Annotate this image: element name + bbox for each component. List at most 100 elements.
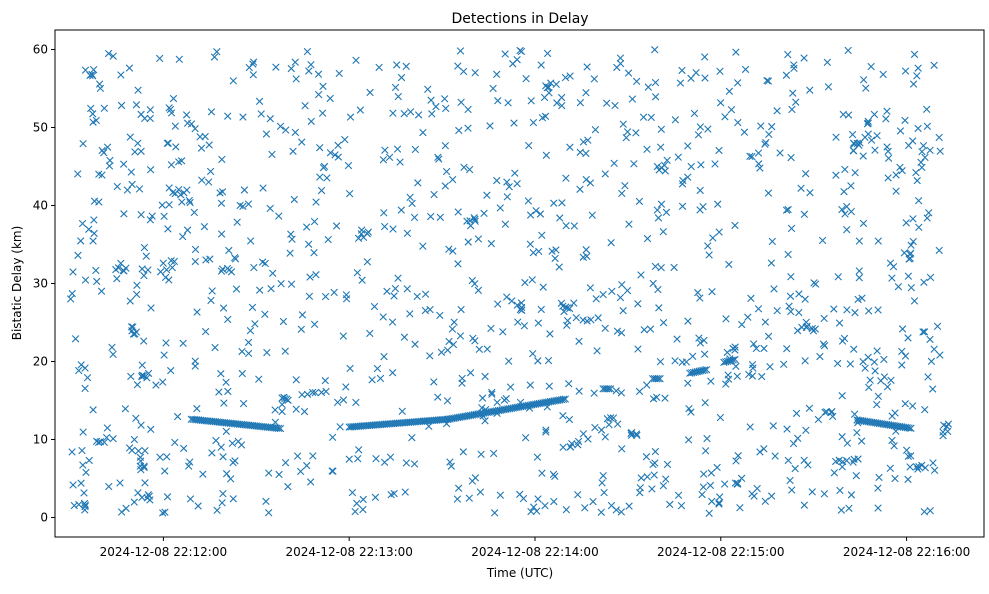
data-point — [749, 364, 757, 372]
data-point — [912, 168, 920, 177]
data-point — [565, 415, 574, 424]
data-point — [855, 274, 863, 282]
data-point — [800, 54, 808, 62]
data-point — [168, 263, 176, 272]
data-point — [488, 390, 496, 398]
data-point — [913, 176, 921, 185]
data-point — [749, 340, 758, 348]
data-point — [621, 181, 629, 190]
data-point — [579, 138, 588, 146]
data-point — [698, 490, 706, 499]
data-point — [904, 272, 913, 280]
data-point — [795, 308, 803, 317]
data-point — [113, 182, 121, 191]
data-point — [782, 71, 791, 79]
data-point — [372, 455, 380, 463]
data-point — [562, 174, 570, 182]
x-tick-label: 2024-12-08 22:14:00 — [471, 545, 598, 559]
data-point — [792, 409, 801, 418]
data-point — [756, 164, 764, 172]
data-point — [930, 61, 938, 69]
data-point — [133, 281, 141, 289]
data-point — [487, 324, 495, 333]
data-point — [127, 168, 135, 176]
data-point — [453, 495, 462, 503]
data-point — [249, 58, 258, 66]
data-point — [132, 290, 141, 299]
data-point — [898, 166, 906, 175]
data-point — [748, 372, 757, 380]
data-point — [857, 437, 866, 445]
data-point — [388, 318, 397, 326]
data-point — [558, 199, 566, 207]
data-point — [82, 468, 90, 477]
data-point — [81, 364, 89, 372]
data-point — [217, 230, 226, 238]
data-point — [690, 109, 699, 118]
data-point — [820, 490, 829, 498]
data-point — [505, 183, 513, 191]
data-point — [659, 482, 668, 490]
data-point — [919, 141, 928, 150]
data-point — [572, 314, 580, 322]
data-point — [144, 266, 152, 274]
data-point — [674, 491, 683, 499]
data-point — [426, 305, 434, 314]
data-point — [884, 147, 892, 155]
data-point — [684, 173, 692, 181]
data-point — [87, 104, 95, 113]
data-point — [447, 462, 455, 470]
data-point — [137, 466, 145, 474]
data-point — [459, 448, 467, 456]
data-point — [244, 200, 253, 208]
data-point — [387, 490, 395, 499]
data-point — [635, 197, 644, 206]
data-point — [891, 474, 899, 483]
data-point — [318, 109, 327, 117]
data-point — [601, 433, 609, 441]
data-point — [142, 252, 150, 260]
data-point — [463, 217, 471, 225]
data-point — [113, 274, 121, 283]
data-point — [132, 414, 140, 422]
data-point — [583, 63, 591, 71]
data-point — [334, 153, 343, 161]
data-point — [828, 412, 837, 421]
data-point — [914, 124, 922, 133]
data-point — [120, 210, 128, 218]
data-point — [371, 493, 380, 502]
data-point — [81, 501, 90, 509]
data-point — [92, 116, 100, 125]
data-point — [538, 231, 546, 239]
data-point — [886, 259, 895, 267]
data-point — [306, 273, 314, 281]
data-point — [398, 407, 406, 415]
data-point — [883, 383, 892, 391]
data-point — [695, 334, 703, 342]
data-point — [413, 292, 421, 301]
data-point — [662, 208, 671, 217]
data-point — [486, 122, 494, 130]
data-point — [490, 509, 499, 517]
data-point — [794, 434, 802, 443]
data-point — [766, 363, 774, 371]
data-point — [604, 385, 613, 393]
x-tick-label: 2024-12-08 22:15:00 — [657, 545, 784, 559]
data-point — [146, 496, 154, 504]
data-point — [182, 111, 191, 119]
data-point — [183, 226, 192, 234]
data-point — [757, 122, 765, 130]
data-point — [579, 316, 587, 324]
data-point — [939, 432, 947, 440]
data-point — [744, 313, 752, 321]
data-point — [201, 132, 209, 141]
data-point — [95, 198, 103, 206]
data-point — [504, 99, 512, 107]
data-point — [606, 385, 615, 393]
data-point — [514, 318, 522, 326]
data-point — [408, 433, 416, 442]
data-point — [266, 115, 274, 123]
data-point — [66, 295, 75, 303]
data-point — [699, 483, 708, 491]
